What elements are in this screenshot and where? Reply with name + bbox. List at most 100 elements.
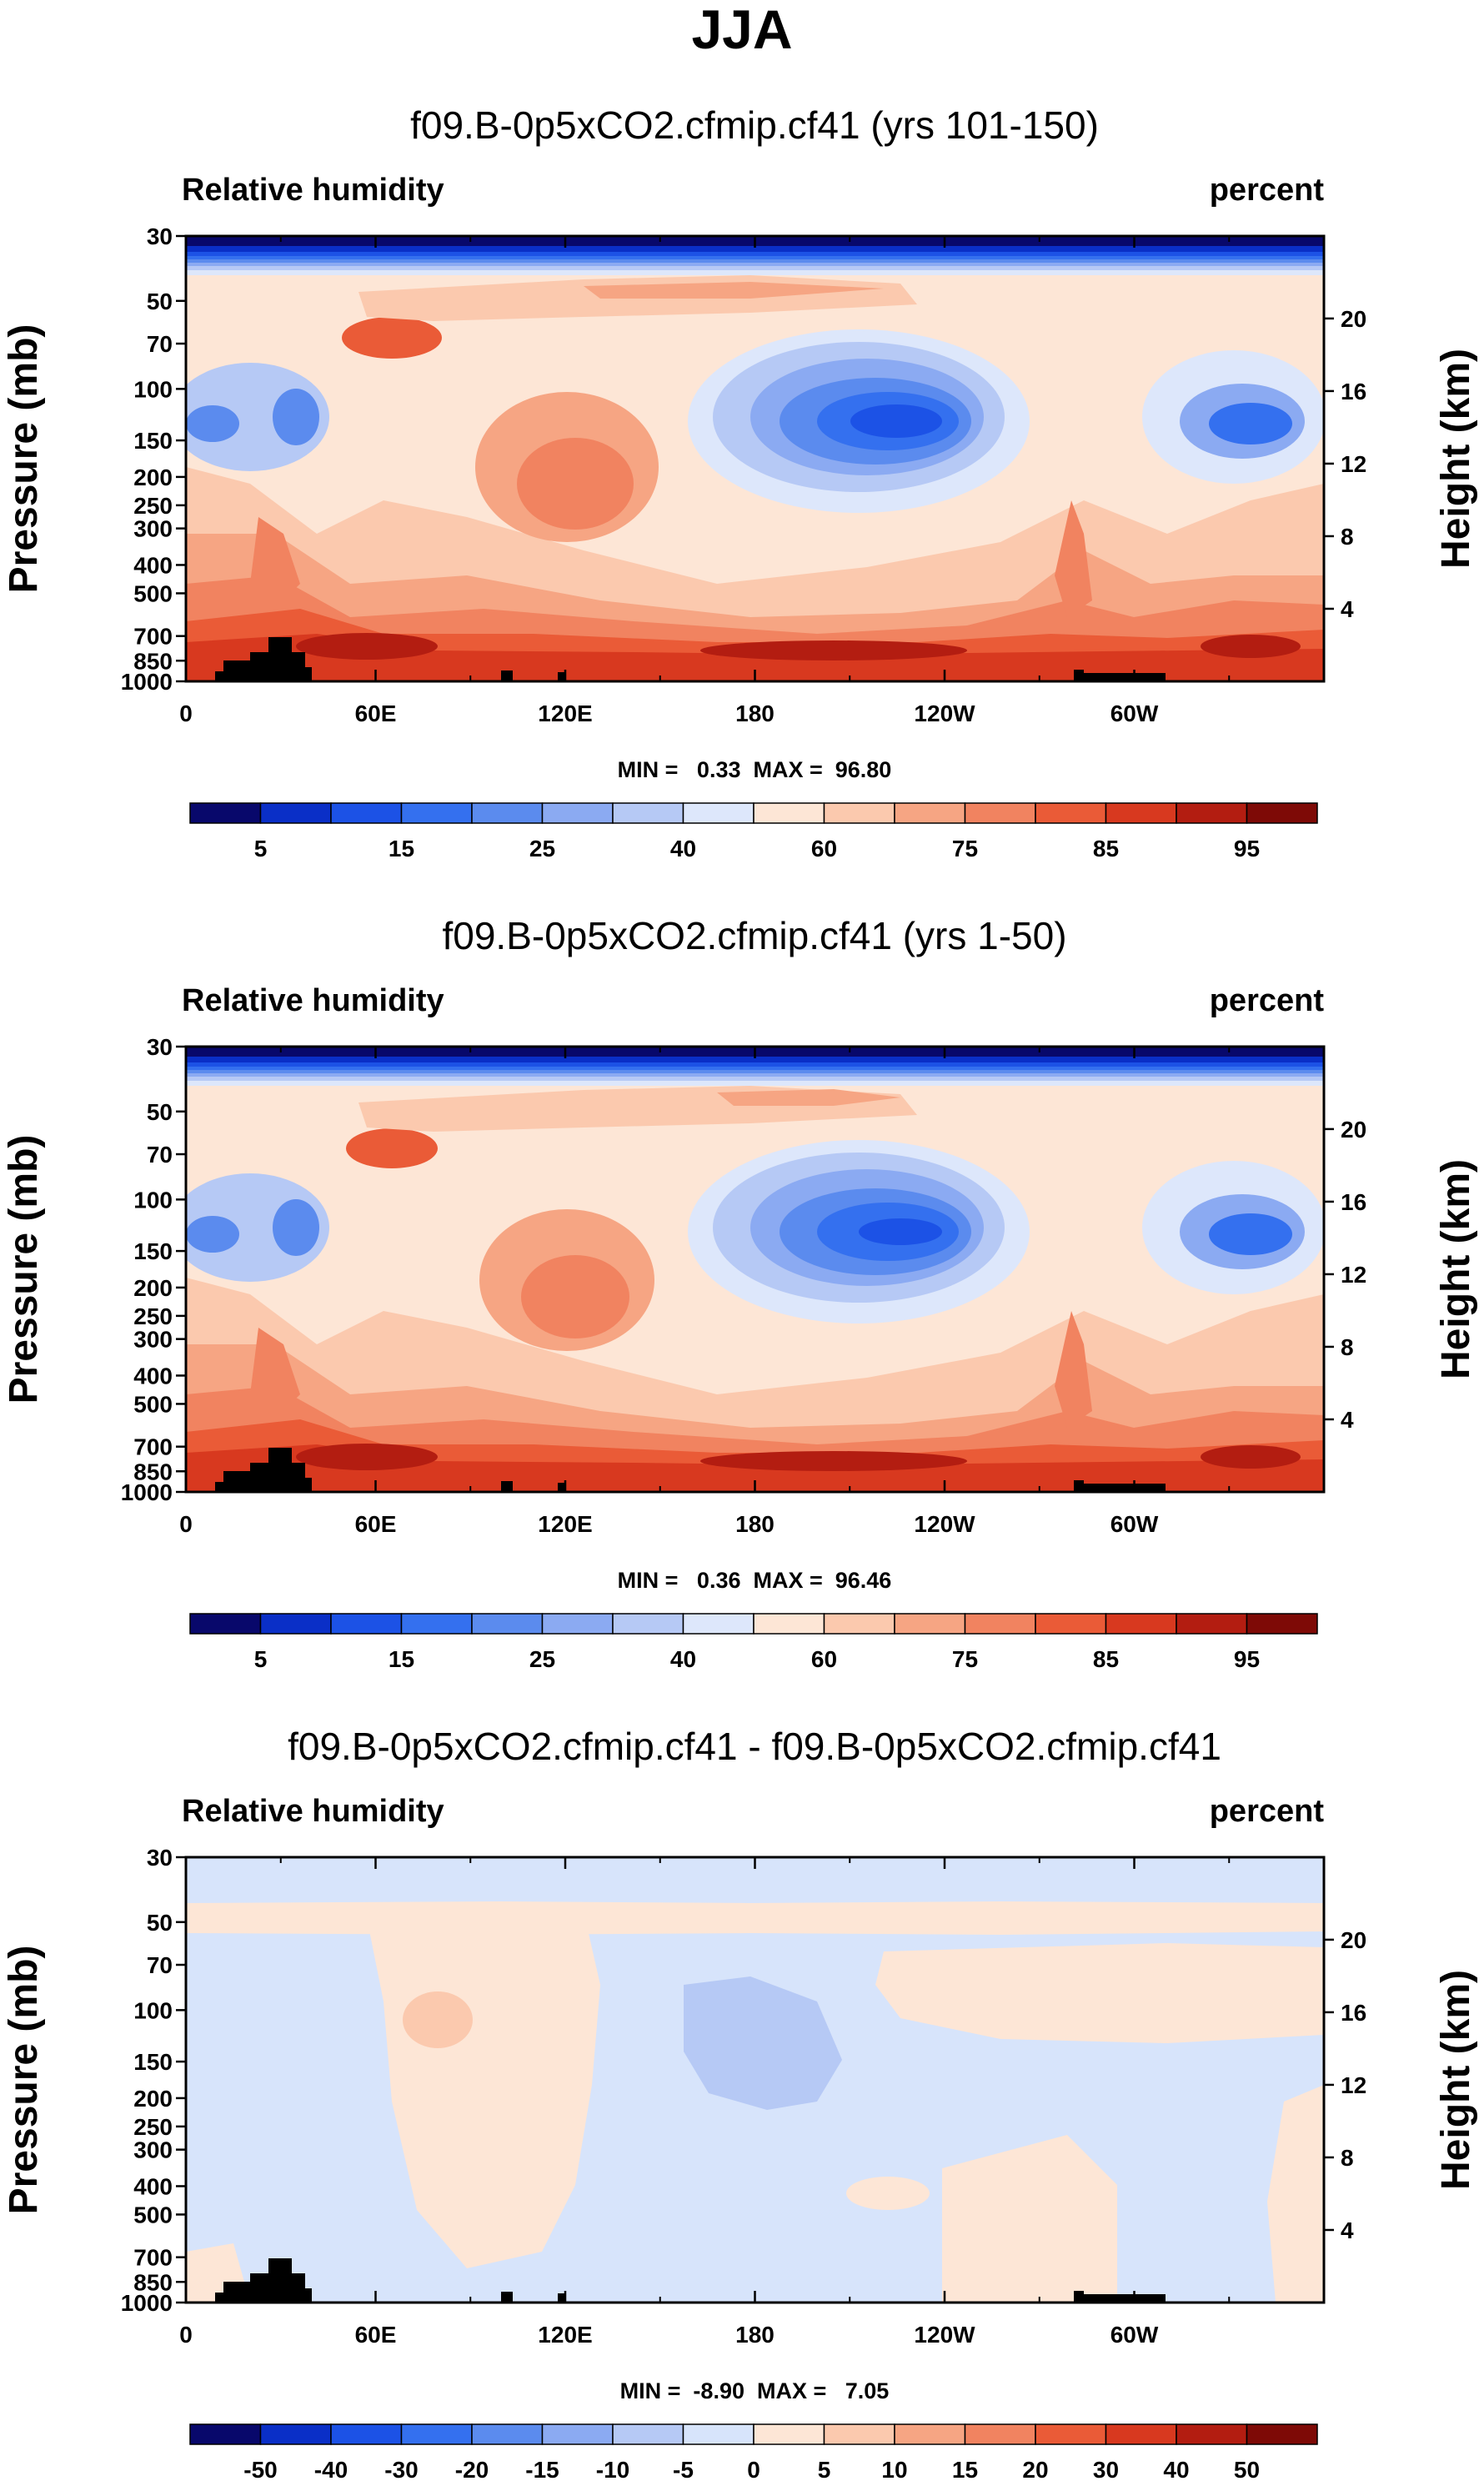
- field-plume-inner: [517, 438, 634, 530]
- pressure-tick-label: 200: [133, 465, 173, 490]
- pressure-tick-label: 500: [133, 580, 173, 606]
- strat-band-2: [186, 1057, 1324, 1062]
- height-tick-label: 12: [1341, 2072, 1366, 2098]
- panel-1-longitude-axis: 0 60E 120E 180 120W 60W: [179, 236, 1231, 726]
- colorbar-label: 75: [952, 836, 978, 861]
- colorbar-label: -40: [314, 2457, 348, 2481]
- longitude-tick-label: 60W: [1110, 2322, 1159, 2348]
- field-max-cell-3: [1201, 635, 1301, 658]
- pressure-tick-label: 50: [147, 289, 173, 314]
- colorbar-swatch: [823, 2423, 895, 2445]
- field-plume-west: [250, 517, 300, 609]
- panel-3-min-max: MIN = -8.90 MAX = 7.05: [620, 2378, 890, 2403]
- panel-2-title: f09.B-0p5xCO2.cfmip.cf41 (yrs 1-50): [442, 914, 1066, 957]
- panel-2-height-axis: 20 16 12 8 4: [1324, 1117, 1366, 1433]
- height-tick-label: 8: [1341, 1334, 1354, 1360]
- panel-2-topography-island-1: [501, 1481, 513, 1492]
- field-dry-east-core: [859, 1218, 942, 1245]
- panel-2-field: [186, 1047, 1324, 1492]
- colorbar-swatch: [400, 802, 473, 824]
- diff-negative-cell: [684, 1976, 842, 2110]
- colorbar-swatch: [1176, 802, 1248, 824]
- pressure-tick-label: 150: [133, 428, 173, 454]
- colorbar-swatch: [541, 1613, 614, 1635]
- panel-3-variable-label: Relative humidity: [182, 1794, 444, 1829]
- colorbar-label: 40: [670, 1646, 696, 1672]
- panel-3-longitude-axis: 0 60E 120E 180 120W 60W: [179, 1857, 1231, 2348]
- pressure-tick-label: 700: [133, 624, 173, 650]
- colorbar-swatch: [682, 2423, 755, 2445]
- strat-band-3: [186, 1062, 1324, 1067]
- colorbar-label: -5: [673, 2457, 694, 2481]
- panel-2-topography-island-2: [558, 1483, 566, 1492]
- longitude-tick-label: 60W: [1110, 1511, 1159, 1537]
- field-plume-east: [1055, 1311, 1092, 1428]
- longitude-tick-label: 120W: [914, 701, 975, 726]
- colorbar-swatch: [753, 802, 825, 824]
- strat-band-6: [186, 263, 1324, 266]
- colorbar-swatch: [823, 1613, 895, 1635]
- panel-3-topography-andes: [1074, 2291, 1166, 2303]
- pressure-tick-label: 400: [133, 2173, 173, 2199]
- panel-3-topography-africa: [215, 2258, 312, 2303]
- panel-1-topography-andes: [1074, 670, 1166, 681]
- colorbar-swatch: [259, 2423, 332, 2445]
- field-upper-cell: [342, 317, 442, 359]
- colorbar-swatch: [612, 2423, 684, 2445]
- colorbar-swatch: [894, 802, 966, 824]
- panel-1-title: f09.B-0p5xCO2.cfmip.cf41 (yrs 101-150): [410, 103, 1099, 147]
- colorbar-swatch: [1105, 2423, 1177, 2445]
- strat-band-7: [186, 266, 1324, 270]
- pressure-tick-label: 200: [133, 1275, 173, 1301]
- colorbar-swatch: [964, 802, 1036, 824]
- colorbar-swatch: [1105, 802, 1177, 824]
- colorbar-swatch: [400, 2423, 473, 2445]
- colorbar-label: 15: [389, 836, 414, 861]
- colorbar-swatch: [753, 1613, 825, 1635]
- colorbar-swatch: [964, 1613, 1036, 1635]
- colorbar-swatch: [259, 1613, 332, 1635]
- field-dry-east-core: [850, 404, 942, 438]
- panel-1-topography-africa: [215, 637, 312, 681]
- panel-1-min-max: MIN = 0.33 MAX = 96.80: [618, 757, 892, 782]
- longitude-tick-label: 60W: [1110, 701, 1159, 726]
- longitude-tick-label: 180: [735, 1511, 775, 1537]
- strat-band-7: [186, 1077, 1324, 1081]
- colorbar-swatch: [541, 802, 614, 824]
- longitude-tick-label: 0: [179, 701, 193, 726]
- longitude-tick-label: 180: [735, 2322, 775, 2348]
- colorbar-label: 0: [747, 2457, 760, 2481]
- figure-title: JJA: [691, 0, 792, 60]
- colorbar-label: 60: [811, 836, 837, 861]
- colorbar-label: 15: [952, 2457, 978, 2481]
- panel-2-min-max: MIN = 0.36 MAX = 96.46: [618, 1568, 892, 1593]
- panel-1-height-axis-title: Height (km): [1434, 349, 1478, 569]
- field-plume-east: [1055, 500, 1092, 617]
- colorbar-label: 25: [529, 1646, 555, 1672]
- field-dry-right-core: [1209, 1213, 1292, 1255]
- colorbar-label: 5: [818, 2457, 831, 2481]
- strat-band-4: [186, 1067, 1324, 1070]
- pressure-tick-label: 850: [133, 1459, 173, 1484]
- colorbar-swatch: [400, 1613, 473, 1635]
- field-max-cell-1: [296, 633, 438, 660]
- pressure-tick-label: 30: [147, 223, 173, 249]
- colorbar-swatch: [1176, 1613, 1248, 1635]
- pressure-tick-label: 250: [133, 2114, 173, 2140]
- strat-band-8: [186, 1081, 1324, 1086]
- pressure-tick-label: 400: [133, 1363, 173, 1389]
- pressure-tick-label: 30: [147, 1034, 173, 1060]
- colorbar-label: 10: [881, 2457, 907, 2481]
- pressure-tick-label: 250: [133, 493, 173, 519]
- longitude-tick-label: 60E: [355, 1511, 397, 1537]
- field-max-cell-2: [700, 1451, 967, 1471]
- height-tick-label: 8: [1341, 524, 1354, 550]
- colorbar-swatch: [189, 802, 262, 824]
- strat-band-3: [186, 252, 1324, 256]
- strat-band-5: [186, 259, 1324, 263]
- pressure-tick-label: 400: [133, 552, 173, 578]
- panel-1-field: [186, 236, 1324, 681]
- field-dry-right-core: [1209, 403, 1292, 444]
- pressure-tick-label: 1000: [121, 669, 173, 695]
- panel-2-topography-africa: [215, 1448, 312, 1492]
